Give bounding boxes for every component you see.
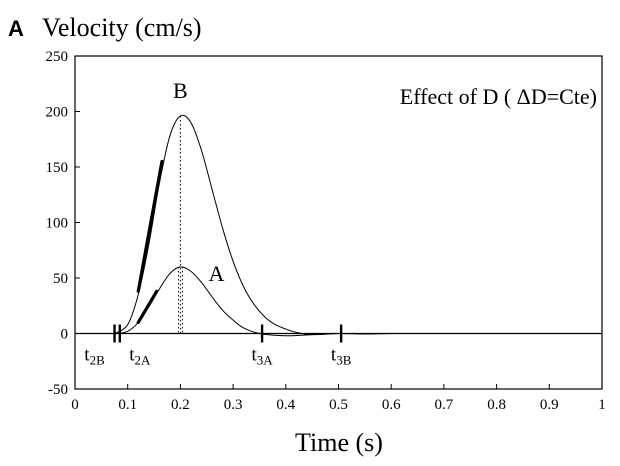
time-marker-label: t3B [331, 345, 352, 368]
y-tick-label: 150 [46, 160, 69, 176]
x-tick-label: 0.2 [171, 397, 190, 413]
x-tick-label: 0.4 [276, 397, 295, 413]
series-layer: AB [114, 78, 413, 337]
y-tick-label: 0 [61, 327, 69, 343]
series-line-b [114, 114, 413, 336]
x-axis-title: Time (s) [295, 428, 383, 457]
time-marker-label: t2B [84, 345, 105, 368]
y-tick-label: 200 [46, 105, 69, 121]
y-tick-label: 50 [53, 271, 68, 287]
time-marker-label: t2A [129, 345, 151, 368]
tangent-segment-a [136, 289, 159, 324]
series-label-b: B [173, 78, 188, 103]
series-label-a: A [208, 261, 224, 286]
axis-ticks: 0 0.1 0.2 0.3 0.4 0.5 0.6 0.7 0.8 0.9 1-5005010015… [46, 49, 606, 413]
y-axis-title: Velocity (cm/s) [42, 13, 202, 42]
panel-label: A [8, 16, 24, 41]
y-tick-label: -50 [48, 382, 68, 398]
annotation-text: Effect of D ( ΔD=Cte) [400, 84, 597, 109]
tangent-segment-b [136, 159, 164, 293]
time-markers: t2B t2A t3A t3B [84, 324, 352, 368]
x-tick-label: 0.8 [487, 397, 506, 413]
x-tick-label: 0.3 [224, 397, 243, 413]
y-tick-label: 250 [46, 49, 69, 65]
x-tick-label: 0.5 [329, 397, 348, 413]
x-tick-label: 0.7 [435, 397, 454, 413]
x-tick-label: 0.9 [540, 397, 559, 413]
x-tick-label: 0.1 [118, 397, 137, 413]
x-tick-label: 0.6 [382, 397, 401, 413]
y-tick-label: 100 [46, 216, 69, 232]
x-tick-label: 0 [71, 397, 79, 413]
time-marker-label: t3A [251, 345, 273, 368]
x-tick-label: 1 [598, 397, 606, 413]
